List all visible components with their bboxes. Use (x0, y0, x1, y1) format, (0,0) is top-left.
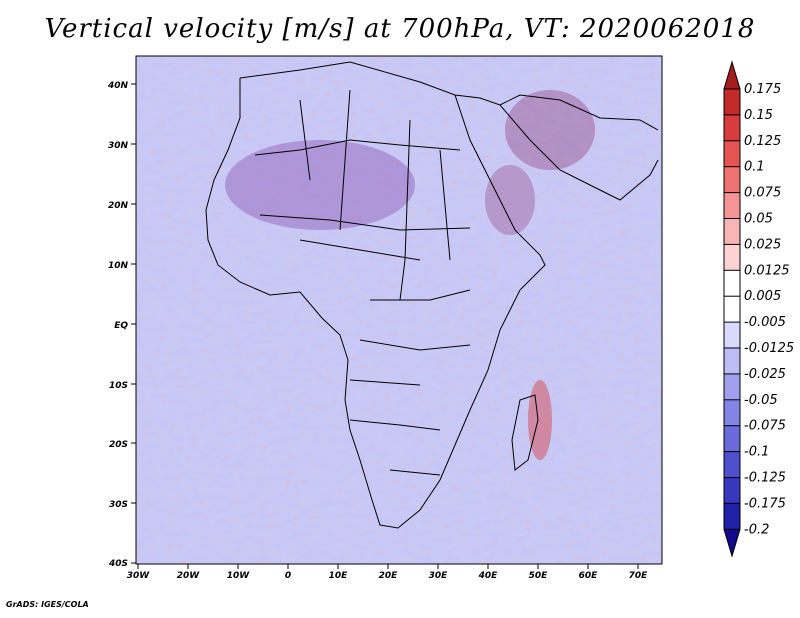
lon-label-40e: 40E (478, 571, 499, 581)
colorbar-label: 0.025 (744, 237, 781, 252)
lat-label-30n: 30N (108, 141, 129, 151)
lat-label-40s: 40S (108, 559, 128, 569)
lon-label-30w: 30W (127, 571, 151, 581)
lat-label-10n: 10N (108, 261, 129, 271)
lon-label-20e: 20E (379, 571, 399, 581)
lon-label-70e: 70E (629, 571, 649, 581)
colorbar-label: 0.05 (744, 212, 773, 227)
colorbar-label: -0.2 (744, 522, 769, 537)
colorbar-swatch (724, 425, 740, 452)
map-title: Vertical velocity [m/s] at 700hPa, VT: 2… (44, 14, 756, 44)
colorbar-label: -0.05 (744, 393, 778, 408)
colorbar-label: 0.125 (744, 134, 781, 149)
colorbar-swatch (724, 477, 740, 504)
colorbar-swatch (724, 348, 740, 374)
colorbar-label: 0.15 (744, 108, 773, 123)
lat-label-10s: 10S (109, 381, 128, 391)
colorbar-label: -0.075 (744, 419, 786, 434)
lon-label-30e: 30E (429, 571, 449, 581)
grads-credit: GrADS: IGES/COLA (6, 600, 89, 609)
colorbar-label: 0.005 (744, 289, 781, 304)
lat-label-40n: 40N (107, 81, 129, 91)
colorbar-swatch (724, 399, 740, 426)
colorbar-swatch (724, 270, 740, 297)
lon-label-20w: 20W (177, 571, 201, 581)
velocity-field (136, 56, 662, 564)
colorbar-label: -0.005 (744, 315, 786, 330)
colorbar-swatch (724, 140, 740, 167)
colorbar-label: -0.175 (744, 496, 786, 511)
colorbar-swatch (724, 89, 740, 115)
lon-label-50e: 50E (529, 571, 549, 581)
colorbar-swatch (724, 373, 740, 400)
lon-label-10e: 10E (329, 571, 349, 581)
colorbar-label: -0.0125 (744, 341, 794, 356)
colorbar-label: 0.075 (744, 186, 781, 201)
lat-label-eq: EQ (114, 321, 128, 331)
colorbar-swatch (724, 322, 740, 348)
colorbar-swatch (724, 244, 740, 271)
colorbar-label: -0.1 (744, 445, 769, 460)
colorbar-label: 0.0125 (744, 263, 790, 278)
coastlines (205, 61, 659, 529)
colorbar-label: -0.025 (744, 367, 786, 382)
colorbar-swatch (724, 114, 740, 141)
lat-label-20n: 20N (108, 201, 129, 211)
plot-frame (135, 55, 663, 565)
colorbar-swatch (724, 503, 740, 530)
lon-label-60e: 60E (579, 571, 599, 581)
lon-label-0: 0 (285, 571, 291, 581)
colorbar-swatch (724, 192, 740, 219)
lat-label-20s: 20S (109, 440, 128, 450)
colorbar-label: 0.175 (744, 82, 781, 97)
colorbar-bottom-arrow (724, 529, 740, 556)
lon-label-10w: 10W (227, 571, 251, 581)
colorbar: 0.175 0.15 0.125 0.1 0.075 0.05 0.025 0.… (723, 60, 794, 558)
colorbar-swatch (724, 166, 740, 193)
colorbar-label: 0.1 (744, 160, 765, 175)
colorbar-label: -0.125 (744, 471, 786, 486)
colorbar-swatch (724, 451, 740, 478)
lat-axis: 40N 30N 20N 10N EQ 10S 20S 30S 40S (107, 81, 136, 569)
lon-axis: 30W 20W 10W 0 10E 20E 30E 40E 50E 60E 70… (127, 564, 648, 581)
colorbar-top-arrow (724, 62, 740, 89)
colorbar-swatch (724, 218, 740, 245)
lat-label-30s: 30S (109, 500, 128, 510)
colorbar-swatch (724, 296, 740, 323)
